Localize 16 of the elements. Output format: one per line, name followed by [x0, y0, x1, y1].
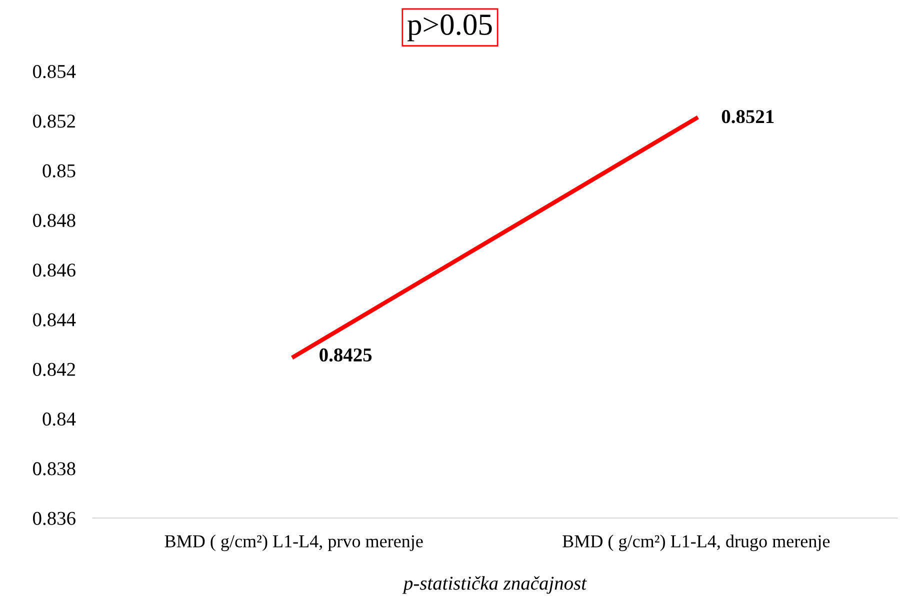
- y-tick-label: 0.846: [33, 264, 76, 277]
- y-tick-label: 0.854: [33, 64, 76, 78]
- y-tick-label: 0.84: [42, 412, 76, 426]
- y-tick-label: 0.85: [42, 164, 76, 178]
- chart-title: p>0.05: [408, 14, 492, 42]
- y-tick-label: 0.848: [33, 214, 76, 228]
- y-tick-label: 0.844: [33, 313, 76, 326]
- data-label: 0.8425: [320, 348, 372, 362]
- x-tick-label: BMD ( g/cm²) L1-L4, prvo merenje: [164, 534, 423, 552]
- y-tick-label: 0.838: [33, 462, 76, 476]
- data-label: 0.8521: [722, 110, 774, 124]
- y-tick-label: 0.836: [33, 512, 76, 526]
- x-tick-label: BMD ( g/cm²) L1-L4, drugo merenje: [562, 534, 830, 552]
- y-tick-label: 0.842: [33, 362, 75, 376]
- x-axis-title: p-statistička značajnost: [402, 576, 587, 594]
- y-tick-label: 0.852: [33, 114, 75, 128]
